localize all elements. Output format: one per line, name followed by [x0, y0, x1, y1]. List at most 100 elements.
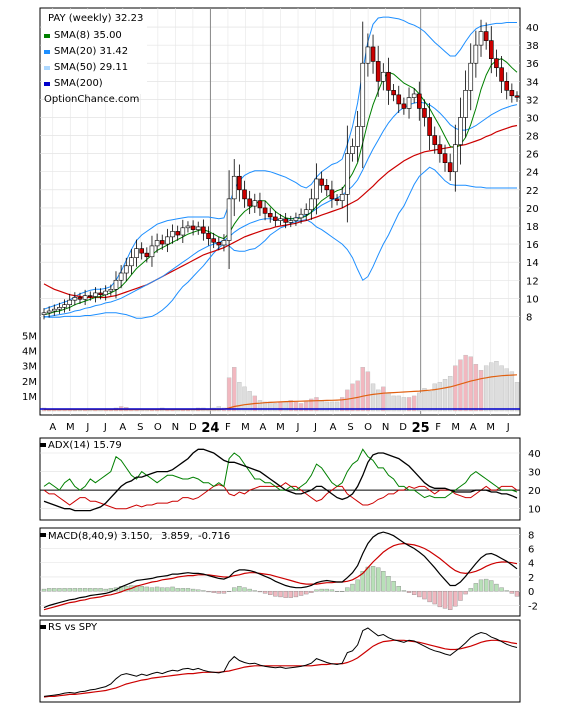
candle-body — [324, 185, 330, 191]
legend-sma8: SMA(8) 35.00 — [54, 30, 122, 41]
candle-body — [396, 94, 402, 105]
candle-body — [499, 67, 504, 82]
macd-histogram-bar — [314, 589, 319, 592]
macd-histogram-bar — [442, 591, 448, 609]
volume-bar — [304, 401, 309, 412]
macd-histogram-bar — [247, 588, 252, 592]
macd-histogram-bar — [93, 588, 98, 592]
candle-body — [195, 226, 201, 230]
candle-body — [67, 299, 73, 305]
volume-bar — [478, 370, 484, 412]
volume-bar — [329, 401, 335, 412]
macd-histogram-bar — [489, 580, 494, 592]
volume-bar — [237, 382, 242, 412]
macd-histogram-bar — [401, 590, 407, 592]
candle-body — [159, 240, 165, 245]
candle-body — [293, 217, 299, 221]
macd-histogram-bar — [293, 591, 299, 598]
candle-body — [288, 220, 294, 223]
candle-body — [211, 238, 216, 243]
candle-body — [370, 46, 376, 62]
price-tick-label: 12 — [526, 276, 539, 287]
month-label: J — [313, 422, 317, 433]
macd-histogram-bar — [268, 591, 273, 595]
macd-histogram-bar — [262, 591, 268, 594]
price-tick-label: 8 — [526, 312, 532, 323]
legend-sma20: SMA(20) 31.42 — [54, 46, 128, 57]
candle-body — [406, 97, 412, 109]
macd-histogram-bar — [232, 587, 237, 592]
legend-sma200: SMA(200) — [54, 78, 103, 89]
macd-histogram-bar — [273, 591, 278, 597]
volume-bar — [293, 401, 299, 412]
volume-bar — [427, 391, 432, 412]
rs-lines — [43, 627, 518, 698]
adx-legend-swatch — [40, 443, 46, 447]
rs-panel: RS vs SPY — [39, 619, 521, 703]
macd-histogram-bar — [334, 591, 340, 592]
adx-y-axis: 40 30 20 10 — [528, 449, 541, 516]
macd-histogram-bar — [62, 588, 67, 592]
macd-histogram-bar — [206, 591, 211, 593]
candle-body — [247, 198, 252, 207]
macd-lines — [40, 531, 520, 611]
candle-body — [165, 236, 170, 245]
candle-body — [278, 218, 283, 221]
macd-legend-swatch — [40, 533, 46, 537]
month-label: A — [330, 422, 337, 433]
candle-body — [87, 295, 93, 297]
volume-bar — [355, 380, 360, 412]
price-tick-label: 10 — [526, 294, 539, 305]
macd-histogram-bar — [103, 588, 108, 592]
macd-histogram-bar — [422, 591, 427, 600]
macd-tick-label: 0 — [528, 587, 534, 598]
macd-histogram-bar — [298, 591, 304, 596]
candle-body — [314, 178, 319, 200]
macd-line — [43, 531, 518, 609]
volume-bar — [509, 371, 515, 412]
macd-histogram-bar — [360, 571, 365, 592]
month-label: M — [241, 422, 250, 433]
candle-body — [149, 245, 155, 258]
adx-panel-frame — [39, 437, 521, 521]
price-tick-label: 34 — [526, 77, 539, 88]
macd-histogram-bar — [499, 587, 504, 592]
volume-bar — [447, 376, 453, 412]
candle-body — [46, 310, 52, 314]
macd-histogram-bar — [149, 587, 155, 592]
volume-bar — [437, 382, 443, 412]
macd-histogram-bar — [386, 576, 391, 592]
volume-bar — [422, 388, 427, 412]
volume-bar — [432, 383, 437, 412]
volume-bar — [417, 392, 422, 412]
legend-swatch-sma200 — [44, 82, 50, 86]
candle-body — [345, 153, 350, 195]
candle-body — [303, 209, 309, 215]
macd-histogram-bar — [237, 586, 242, 592]
candle-body — [427, 117, 432, 136]
candle-body — [437, 144, 443, 154]
month-label: F — [225, 422, 231, 433]
candle-body — [118, 272, 124, 281]
macd-histogram-bar — [98, 588, 103, 592]
macd-histogram-bar — [57, 588, 62, 592]
volume-bar — [499, 365, 504, 412]
candle-body — [488, 40, 494, 59]
price-tick-label: 36 — [526, 59, 539, 70]
volume-y-axis: 5M 4M 3M 2M 1M — [22, 332, 37, 403]
price-tick-label: 14 — [526, 258, 539, 269]
price-tick-label: 26 — [526, 150, 539, 161]
macd-y-axis: 8 6 4 2 0 -2 — [528, 530, 538, 612]
macd-histogram-bar — [350, 583, 355, 592]
candle-body — [401, 103, 407, 109]
macd-histogram-bar — [201, 590, 206, 592]
candle-body — [432, 135, 438, 145]
candle-body — [509, 90, 515, 97]
macd-histogram-bar — [504, 590, 509, 592]
candle-body — [51, 308, 57, 312]
rs-legend-swatch — [40, 625, 46, 629]
candle-body — [411, 93, 417, 98]
macd-histogram-bar — [190, 588, 196, 592]
volume-bar — [77, 410, 83, 412]
x-axis-month-labels: A M J J A S O N D 24 F M A M J J A S O N D 25 F M A M J — [49, 421, 509, 436]
